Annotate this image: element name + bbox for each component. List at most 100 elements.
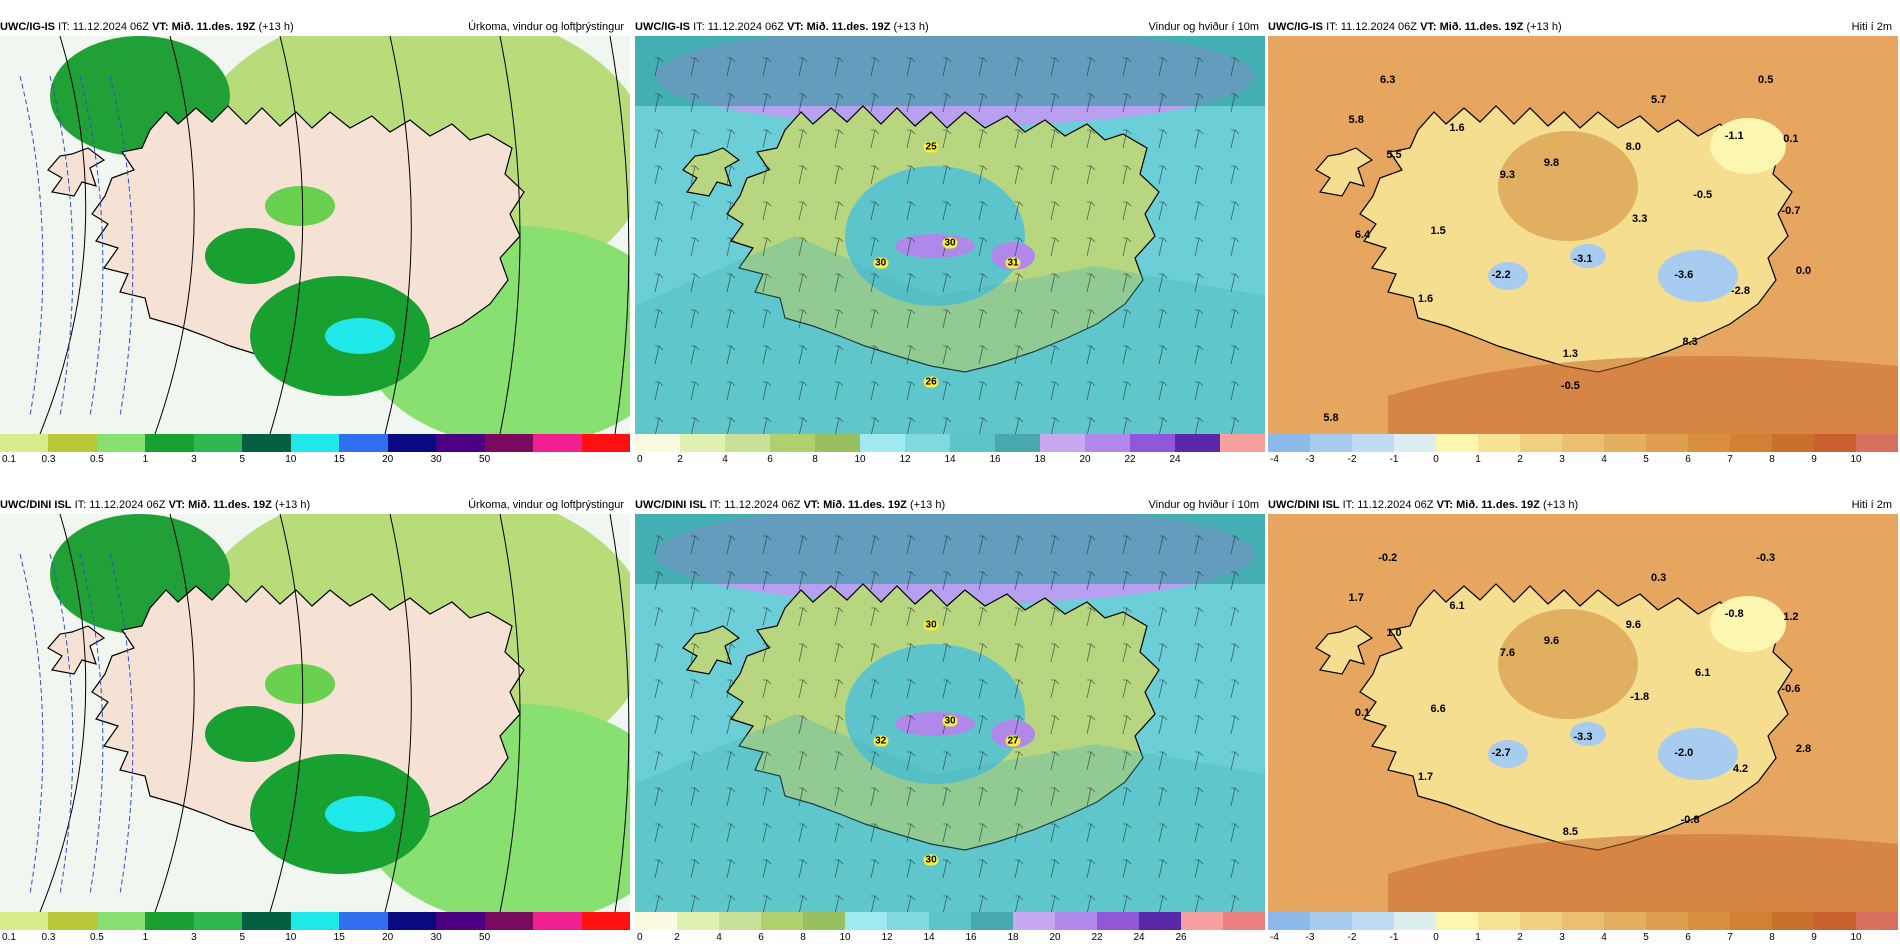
colorbar-tick-label: -3	[1305, 454, 1315, 465]
temperature-value: 1.6	[1417, 292, 1434, 305]
temperature-value: 1.7	[1348, 591, 1364, 604]
map-canvas	[635, 514, 1265, 912]
temperature-value: 4.2	[1732, 762, 1749, 775]
colorbar-swatch	[1814, 434, 1856, 452]
temperature-value: 1.5	[1430, 225, 1446, 238]
colorbar-swatch	[1181, 912, 1223, 930]
temperature-value: 6.1	[1695, 667, 1711, 680]
colorbar: 0.1 0.3 0.5 1 3 5 10 15 20 30 50	[0, 912, 631, 943]
temperature-value: -3.3	[1573, 730, 1593, 743]
temperature-value: 0.3	[1650, 571, 1667, 584]
temperature-value: 9.6	[1543, 635, 1560, 648]
map-canvas	[0, 514, 630, 912]
colorbar-tick-label: 2	[1517, 932, 1523, 943]
temperature-value: 6.4	[1354, 229, 1371, 241]
temperature-value: -3.6	[1674, 268, 1694, 281]
colorbar-swatch	[193, 434, 243, 452]
colorbar-tick-label: 22	[1124, 454, 1136, 465]
colorbar-swatch	[725, 434, 770, 452]
colorbar-tick-label: 2	[677, 454, 683, 465]
colorbar-swatch	[1352, 912, 1394, 930]
colorbar-swatch	[1310, 912, 1352, 930]
colorbar-tick-label: 20	[1049, 932, 1061, 943]
colorbar-swatch	[533, 912, 582, 930]
gust-marker: 30	[923, 854, 939, 866]
colorbar-tick-label: 18	[1007, 932, 1019, 943]
map-area: 30 30 32 27 30	[635, 514, 1265, 912]
colorbar-swatch	[1310, 434, 1352, 452]
colorbar: -4 -3 -2 -1 0 1 2 3 4 5 6 7 8 9 10	[1268, 434, 1898, 465]
gust-marker: 25	[923, 141, 939, 153]
colorbar-tick-label: 1	[142, 932, 149, 943]
issue-time: 11.12.2024 06Z	[707, 21, 784, 33]
panel-igis-precip: UWC/IG-IS IT: 11.12.2024 06Z VT: Mið. 11…	[0, 18, 631, 473]
colorbar-tick-label: 0.5	[89, 454, 104, 465]
colorbar: 0 2 4 6 8 10 12 14 16 18 20 22 24 26	[635, 912, 1265, 943]
temperature-value: -1.8	[1630, 691, 1650, 704]
colorbar-swatch	[145, 434, 194, 452]
vt-label: VT:	[1420, 21, 1437, 33]
colorbar-tick-label: 4	[716, 932, 722, 943]
panel-header: UWC/DINI ISL IT: 11.12.2024 06Z VT: Mið.…	[0, 496, 630, 514]
colorbar-swatch	[761, 912, 803, 930]
colorbar-swatch	[436, 912, 485, 930]
panel-header: UWC/DINI ISL IT: 11.12.2024 06Z VT: Mið.…	[1268, 496, 1898, 514]
panel-igis-temp: UWC/IG-IS IT: 11.12.2024 06Z VT: Mið. 11…	[1268, 18, 1898, 473]
colorbar-tick-label: 10	[285, 932, 297, 943]
colorbar: 0.1 0.3 0.5 1 3 5 10 15 20 30 50	[0, 434, 631, 465]
variable-name: Vindur og hviður í 10m	[1148, 21, 1259, 33]
temperature-value: 6.1	[1449, 599, 1465, 612]
colorbar-swatch	[96, 434, 146, 452]
temperature-value: -2.2	[1491, 268, 1511, 281]
colorbar-tick-label: 2	[1517, 454, 1523, 465]
temperature-value: -1.1	[1724, 129, 1744, 142]
lead-time: (+13 h)	[909, 499, 946, 511]
colorbar-tick-label: 4	[1601, 932, 1607, 943]
map-area: 25 30 30 31 26	[635, 36, 1265, 434]
colorbar-tick-label: 5	[1643, 454, 1649, 465]
colorbar-swatch	[1352, 434, 1394, 452]
colorbar-swatch	[484, 434, 534, 452]
colorbar-swatch	[1085, 434, 1130, 452]
gust-marker: 27	[1005, 735, 1021, 747]
colorbar: -4 -3 -2 -1 0 1 2 3 4 5 6 7 8 9 10	[1268, 912, 1898, 943]
colorbar-tick-label: 22	[1091, 932, 1103, 943]
colorbar-tick-label: 8	[812, 454, 818, 465]
colorbar-tick-label: -2	[1347, 932, 1357, 943]
issue-time: 11.12.2024 06Z	[1340, 21, 1417, 33]
map-canvas	[0, 36, 630, 434]
colorbar-tick-label: -4	[1270, 932, 1279, 943]
it-label: IT:	[58, 21, 70, 33]
colorbar-swatch	[1040, 434, 1085, 452]
colorbar-swatch	[1220, 434, 1265, 452]
colorbar-tick-label: 15	[333, 454, 345, 465]
colorbar-tick-label: -1	[1389, 932, 1399, 943]
colorbar-swatch	[484, 912, 534, 930]
colorbar-tick-label: 2	[674, 932, 680, 943]
temperature-value: -0.8	[1680, 814, 1700, 827]
issue-time: 11.12.2024 06Z	[89, 499, 166, 511]
colorbar-swatch	[242, 912, 291, 930]
colorbar-tick-label: 4	[1601, 454, 1607, 465]
colorbar-tick-label: 6	[1685, 932, 1691, 943]
colorbar-tick-label: 10	[285, 454, 297, 465]
temperature-value: 9.6	[1625, 619, 1642, 632]
colorbar-swatch	[0, 912, 49, 930]
colorbar-swatch	[635, 912, 677, 930]
colorbar-swatch	[1436, 912, 1478, 930]
colorbar-swatch	[1478, 912, 1520, 930]
colorbar-swatch	[1856, 912, 1898, 930]
temperature-value: 6.6	[1430, 703, 1446, 716]
colorbar-tick-label: 24	[1169, 454, 1181, 465]
colorbar-tick-label: 30	[430, 454, 442, 465]
map-area: 6.3 5.8 5.5 1.6 9.3 9.8 8.0 5.7 -1.1 0.5 0.1 -0.5 -0…	[1268, 36, 1898, 434]
colorbar-swatch	[1394, 912, 1436, 930]
variable-name: Hiti í 2m	[1851, 499, 1892, 511]
temperature-value: 1.7	[1417, 770, 1434, 783]
map-canvas	[1268, 36, 1898, 434]
temperature-value: -0.5	[1560, 380, 1580, 393]
it-label: IT:	[74, 499, 87, 511]
vt-label: VT:	[787, 21, 804, 33]
colorbar-tick-label: 50	[479, 454, 491, 465]
vt-label: VT:	[152, 21, 169, 33]
